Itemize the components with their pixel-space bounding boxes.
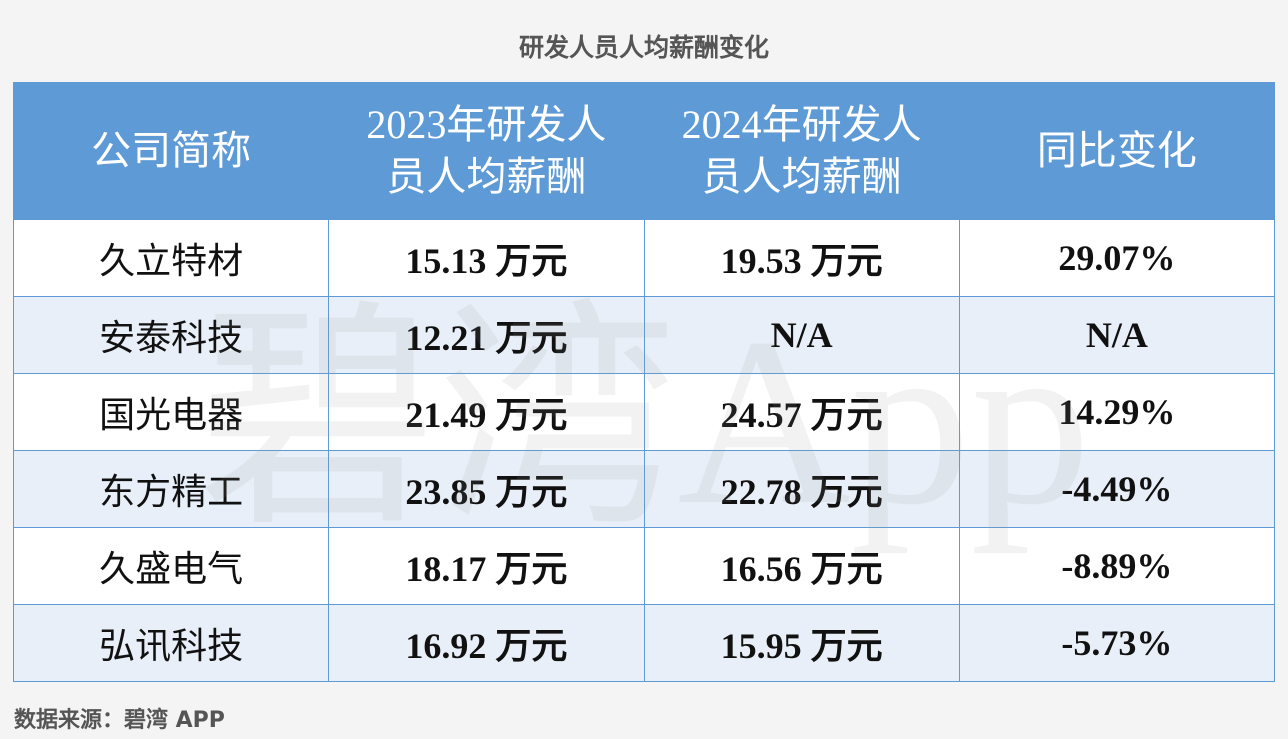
company-cell: 久盛电气 xyxy=(12,527,330,605)
value-cell: 22.78 万元 xyxy=(643,450,960,528)
table-row: 弘讯科技 16.92 万元 15.95 万元 -5.73% xyxy=(12,604,1276,682)
table-row: 安泰科技 12.21 万元 N/A N/A xyxy=(12,296,1276,374)
value-cell: 21.49 万元 xyxy=(328,373,645,451)
value-cell: N/A xyxy=(958,296,1276,374)
company-cell: 久立特材 xyxy=(12,219,330,297)
header-cell: 公司简称 xyxy=(12,82,330,220)
value-cell: -8.89% xyxy=(958,527,1276,605)
value-cell: 23.85 万元 xyxy=(328,450,645,528)
table-row: 国光电器 21.49 万元 24.57 万元 14.29% xyxy=(12,373,1276,451)
source-note: 数据来源：碧湾 APP xyxy=(14,708,225,733)
company-cell: 国光电器 xyxy=(12,373,330,451)
value-cell: 24.57 万元 xyxy=(643,373,960,451)
salary-table: 公司简称 2023年研发人员人均薪酬 2024年研发人员人均薪酬 同比变化 久立特材 1… xyxy=(12,82,1276,682)
table-body: 久立特材 15.13 万元 19.53 万元 29.07% 安泰科技 12.21 万元 N/… xyxy=(12,219,1276,682)
value-cell: 19.53 万元 xyxy=(643,219,960,297)
company-cell: 安泰科技 xyxy=(12,296,330,374)
value-cell: N/A xyxy=(643,296,960,374)
value-cell: 29.07% xyxy=(958,219,1276,297)
header-cell: 同比变化 xyxy=(958,82,1276,220)
table-row: 久立特材 15.13 万元 19.53 万元 29.07% xyxy=(12,219,1276,297)
value-cell: 12.21 万元 xyxy=(328,296,645,374)
table-row: 东方精工 23.85 万元 22.78 万元 -4.49% xyxy=(12,450,1276,528)
value-cell: 18.17 万元 xyxy=(328,527,645,605)
header-cell: 2024年研发人员人均薪酬 xyxy=(643,82,960,220)
header-row: 公司简称 2023年研发人员人均薪酬 2024年研发人员人均薪酬 同比变化 xyxy=(12,82,1276,220)
company-cell: 弘讯科技 xyxy=(12,604,330,682)
value-cell: 16.92 万元 xyxy=(328,604,645,682)
value-cell: 16.56 万元 xyxy=(643,527,960,605)
company-cell: 东方精工 xyxy=(12,450,330,528)
value-cell: -4.49% xyxy=(958,450,1276,528)
header-cell: 2023年研发人员人均薪酬 xyxy=(328,82,645,220)
value-cell: 14.29% xyxy=(958,373,1276,451)
title: 研发人员人均薪酬变化 xyxy=(518,33,769,62)
value-cell: -5.73% xyxy=(958,604,1276,682)
table-row: 久盛电气 18.17 万元 16.56 万元 -8.89% xyxy=(12,527,1276,605)
value-cell: 15.95 万元 xyxy=(643,604,960,682)
value-cell: 15.13 万元 xyxy=(328,219,645,297)
